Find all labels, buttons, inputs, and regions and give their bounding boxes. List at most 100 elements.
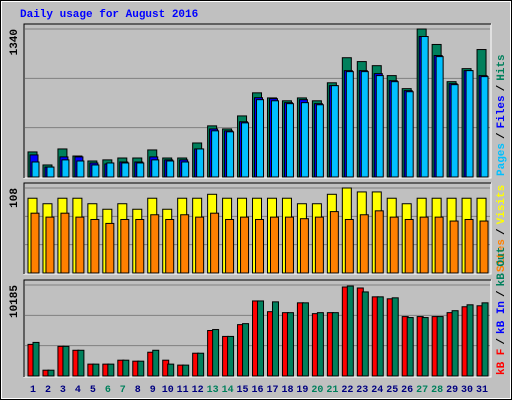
bar	[181, 161, 190, 178]
x-tick-label: 13	[207, 385, 219, 396]
x-tick-label: 6	[105, 385, 111, 396]
bar	[466, 304, 474, 377]
bar	[242, 323, 250, 377]
bar	[225, 218, 235, 274]
bar	[390, 81, 399, 178]
bar	[480, 76, 489, 178]
legend-entry: Visits	[496, 185, 508, 225]
bar	[257, 300, 265, 377]
y-tick-label: 1340	[9, 29, 21, 55]
bar	[361, 291, 369, 377]
bar	[420, 36, 429, 178]
bar	[92, 363, 100, 377]
bar	[165, 218, 175, 274]
bar	[227, 335, 235, 377]
bar	[46, 166, 55, 178]
x-tick-label: 16	[252, 385, 264, 396]
x-tick-label: 30	[461, 385, 473, 396]
bar	[316, 312, 324, 377]
bar	[196, 148, 205, 178]
bar	[121, 162, 130, 178]
legend: Pages / Files / Hits	[496, 54, 508, 176]
bar	[76, 160, 85, 178]
bar	[241, 122, 250, 178]
x-tick-label: 4	[75, 385, 81, 396]
legend-separator: /	[496, 132, 508, 139]
bar	[421, 317, 429, 377]
legend-entry: kB Out	[496, 247, 508, 287]
bar	[150, 214, 160, 274]
x-tick-label: 11	[177, 385, 189, 396]
y-tick-label: 10185	[9, 285, 21, 318]
x-tick-label: 12	[192, 385, 204, 396]
bar	[240, 216, 250, 274]
x-tick-label: 29	[446, 385, 458, 396]
x-tick-label: 31	[476, 385, 488, 396]
x-tick-label: 20	[311, 385, 323, 396]
legend-entry: kB In	[496, 301, 508, 334]
bar	[62, 345, 70, 377]
bar	[195, 216, 205, 274]
x-tick-label: 28	[431, 385, 443, 396]
bar	[211, 130, 220, 178]
panel-shadow	[23, 182, 491, 274]
bar	[136, 162, 145, 178]
bar	[391, 297, 399, 377]
x-tick-label: 17	[266, 385, 278, 396]
bar	[300, 102, 309, 178]
x-tick-label: 10	[162, 385, 174, 396]
legend-entry: Pages	[496, 143, 508, 176]
x-tick-label: 1	[30, 385, 36, 396]
bar	[61, 159, 70, 178]
bar	[346, 285, 354, 377]
bar	[135, 218, 145, 274]
bar	[122, 359, 130, 377]
bar	[299, 218, 309, 274]
panel-shadow	[23, 279, 491, 377]
bar	[465, 70, 474, 178]
bar	[286, 312, 294, 377]
bar	[270, 100, 279, 178]
bar	[406, 317, 414, 377]
bar	[256, 99, 265, 178]
bar	[60, 212, 70, 274]
bar	[226, 131, 235, 178]
legend-separator: /	[496, 84, 508, 91]
bar	[464, 218, 474, 274]
bar	[32, 341, 40, 377]
bar	[137, 360, 145, 377]
x-tick-label: 14	[222, 385, 234, 396]
bar	[106, 162, 115, 178]
x-tick-label: 18	[281, 385, 293, 396]
bar	[120, 218, 130, 274]
bar	[180, 214, 190, 274]
bar	[435, 56, 444, 178]
bar	[212, 329, 220, 377]
bar	[376, 296, 384, 377]
chart-title: Daily usage for August 2016	[20, 9, 198, 21]
bar	[30, 212, 40, 274]
bar	[31, 161, 40, 178]
x-tick-label: 3	[60, 385, 66, 396]
x-tick-label: 26	[401, 385, 413, 396]
bar	[345, 71, 354, 178]
legend: Sites / Visits	[496, 185, 508, 272]
x-tick-label: 8	[135, 385, 141, 396]
bar	[375, 75, 384, 178]
bar	[210, 212, 220, 274]
y-tick-label: 108	[9, 188, 21, 208]
legend-separator: /	[496, 228, 508, 235]
bar	[255, 218, 265, 274]
bar	[107, 363, 115, 377]
bar	[449, 220, 459, 274]
bar	[329, 211, 339, 274]
bar	[479, 220, 489, 274]
bar	[151, 159, 160, 178]
bar	[419, 216, 429, 274]
panel-shadow	[23, 23, 491, 178]
bar	[434, 216, 444, 274]
x-tick-label: 27	[416, 385, 428, 396]
x-tick-label: 15	[237, 385, 249, 396]
bar	[359, 214, 369, 274]
